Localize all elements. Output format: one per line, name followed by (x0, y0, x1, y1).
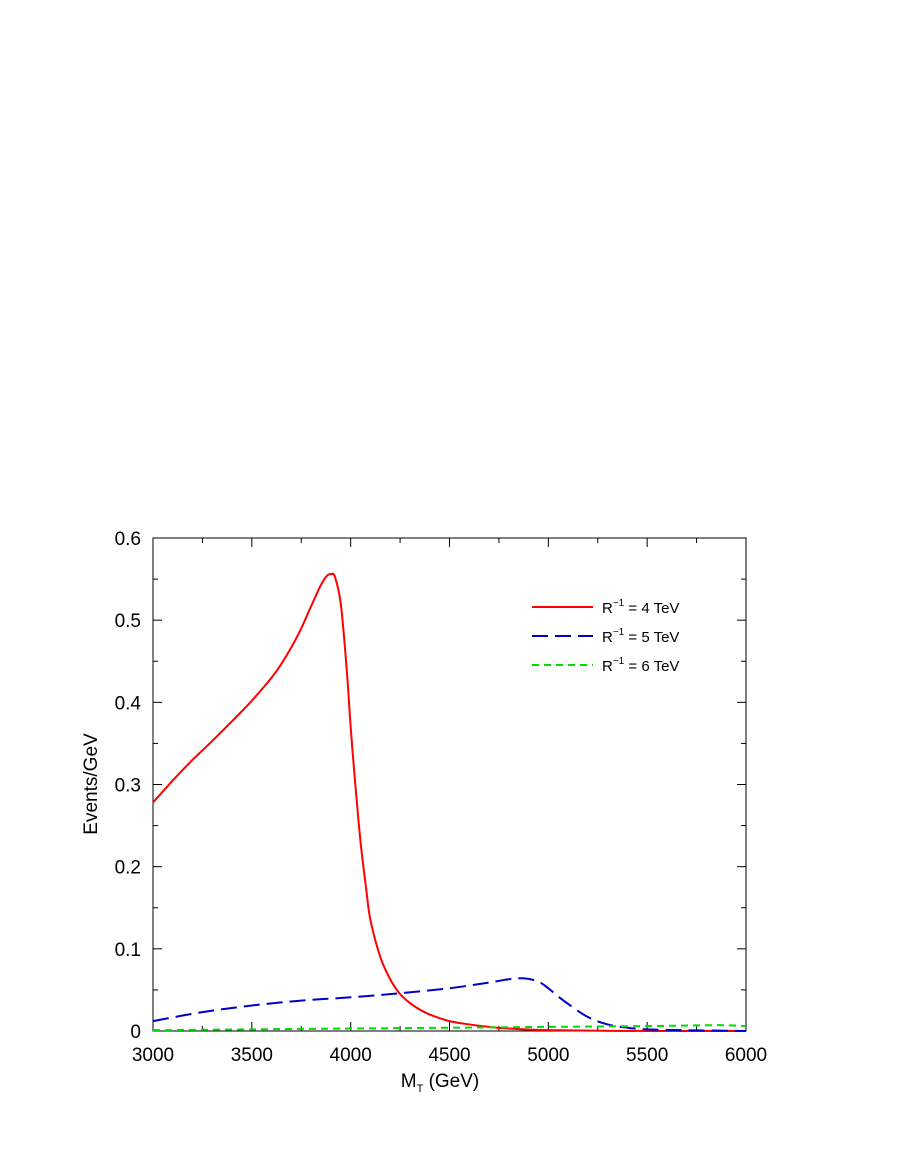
series-line-3 (152, 1024, 747, 1032)
y-tick-label: 0.2 (115, 858, 141, 879)
legend-label-sup: −1 (613, 656, 625, 667)
legend-label-main: R (602, 600, 613, 617)
legend-label-rest: = 6 TeV (624, 658, 679, 675)
y-axis-title: Events/GeV (81, 733, 102, 835)
x-tick-label: 4500 (428, 1045, 470, 1066)
x-axis-title-main: M (401, 1071, 417, 1092)
x-axis-title-sub: T (417, 1083, 424, 1095)
y-tick-label: 0.1 (115, 940, 141, 961)
axis-ticks (152, 537, 747, 1032)
x-tick-label: 3000 (132, 1045, 174, 1066)
legend-label-rest: = 5 TeV (624, 629, 679, 646)
x-tick-label: 4000 (330, 1045, 372, 1066)
x-axis-title-suffix: (GeV) (423, 1071, 479, 1092)
x-axis-title: MT (GeV) (401, 1071, 480, 1095)
axis-tick-labels: 3000 3500 4000 4500 5000 5500 6000 0 0.1 0.2 0.3 0.… (115, 529, 768, 1066)
series-line-1 (152, 572, 747, 1033)
legend-label-3: R−1 = 6 TeV (602, 656, 679, 675)
x-tick-label: 6000 (725, 1045, 767, 1066)
legend-label-main: R (602, 629, 613, 646)
y-tick-label: 0.4 (115, 693, 142, 714)
legend-label-sup: −1 (613, 627, 625, 638)
y-tick-label: 0.3 (115, 776, 141, 797)
legend-label-1: R−1 = 4 TeV (602, 598, 679, 617)
x-tick-label: 5000 (527, 1045, 569, 1066)
y-tick-label: 0 (130, 1022, 141, 1043)
x-tick-label: 5500 (626, 1045, 668, 1066)
legend-label-rest: = 4 TeV (624, 600, 679, 617)
series-line-2 (152, 977, 747, 1032)
x-tick-label: 3500 (231, 1045, 273, 1066)
y-tick-label: 0.6 (115, 529, 141, 550)
legend-label-main: R (602, 658, 613, 675)
y-tick-label: 0.5 (115, 611, 141, 632)
legend-label-2: R−1 = 5 TeV (602, 627, 679, 646)
legend-label-sup: −1 (613, 598, 625, 609)
series-lines (152, 572, 747, 1033)
